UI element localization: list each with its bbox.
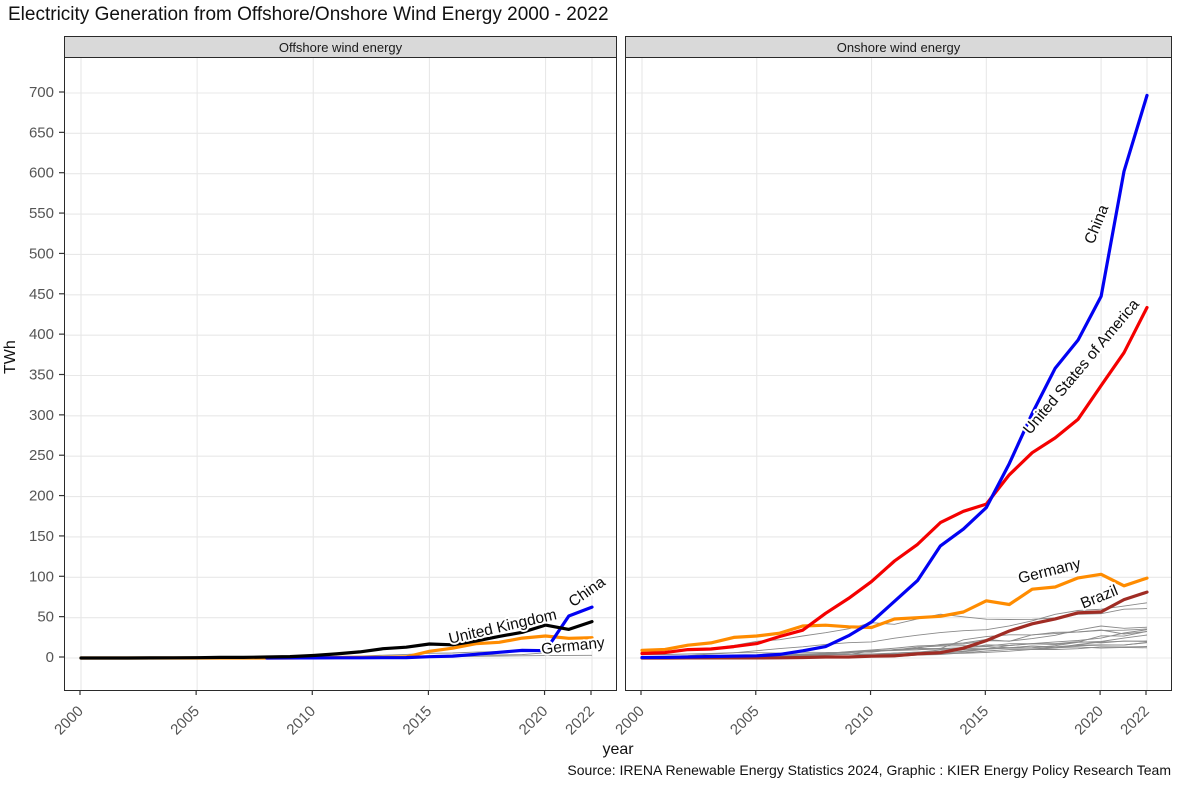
x-tick-label: 2015 (957, 703, 993, 739)
x-tick-label: 2015 (400, 703, 436, 739)
x-tick-label: 2010 (842, 703, 878, 739)
y-tick-label: 300 (29, 407, 54, 424)
x-axis-title: year (602, 741, 634, 758)
y-tick-label: 500 (29, 245, 54, 262)
y-tick-label: 650 (29, 124, 54, 141)
series-line-united-kingdom (79, 620, 594, 660)
series-line-brazil (640, 590, 1149, 660)
x-tick-label: 2020 (1071, 703, 1107, 739)
y-tick-label: 450 (29, 286, 54, 303)
y-tick-label: 600 (29, 165, 54, 182)
y-tick-label: 700 (29, 84, 54, 101)
y-axis: 0 50 100 150 200 250 300 350 400 450 500 550 600 650 7… (29, 84, 64, 666)
facet-strip-offshore: Offshore wind energy (64, 36, 617, 58)
series-label-china: China (566, 573, 609, 610)
facet-strip-onshore: Onshore wind energy (625, 36, 1172, 58)
other-country-line (641, 641, 1148, 656)
x-tick-label: 2000 (51, 703, 87, 739)
x-tick-label: 2010 (283, 703, 319, 739)
y-tick-label: 0 (46, 649, 54, 666)
plot-panel-offshore: United Kingdom China Germany (64, 57, 617, 691)
x-tick-label: 2000 (612, 703, 648, 739)
y-tick-label: 350 (29, 367, 54, 384)
x-axis-onshore: 2000 2005 2010 2015 2020 2022 (612, 690, 1153, 739)
source-caption: Source: IRENA Renewable Energy Statistic… (567, 762, 1171, 778)
series-label-germany: Germany (1017, 555, 1083, 587)
facet-strip-offshore-label: Offshore wind energy (278, 39, 403, 55)
x-tick-label: 2005 (167, 703, 203, 739)
x-tick-label: 2005 (727, 703, 763, 739)
x-tick-label: 2020 (516, 703, 552, 739)
gridlines (65, 58, 616, 690)
series-label-brazil: Brazil (1078, 582, 1120, 612)
x-axis-offshore: 2000 2005 2010 2015 2020 2022 (51, 690, 598, 739)
series-label-china: China (1081, 202, 1112, 246)
y-tick-label: 50 (37, 609, 54, 626)
series-line-germany (640, 572, 1149, 652)
y-tick-label: 200 (29, 488, 54, 505)
y-tick-label: 550 (29, 205, 54, 222)
y-tick-label: 150 (29, 528, 54, 545)
chart-title: Electricity Generation from Offshore/Ons… (8, 4, 609, 25)
series-line-china (265, 605, 594, 660)
y-tick-label: 250 (29, 447, 54, 464)
x-tick-label: 2022 (1117, 703, 1153, 739)
x-tick-label: 2022 (562, 703, 598, 739)
y-tick-label: 100 (29, 568, 54, 585)
facet-strip-onshore-label: Onshore wind energy (836, 39, 961, 55)
series-line-united-states-of-america (640, 305, 1149, 656)
y-tick-label: 400 (29, 326, 54, 343)
series-line-china (640, 93, 1149, 660)
plot-panel-onshore: China United States of America Germany Braz… (625, 57, 1172, 691)
y-axis-title: TWh (2, 340, 19, 374)
